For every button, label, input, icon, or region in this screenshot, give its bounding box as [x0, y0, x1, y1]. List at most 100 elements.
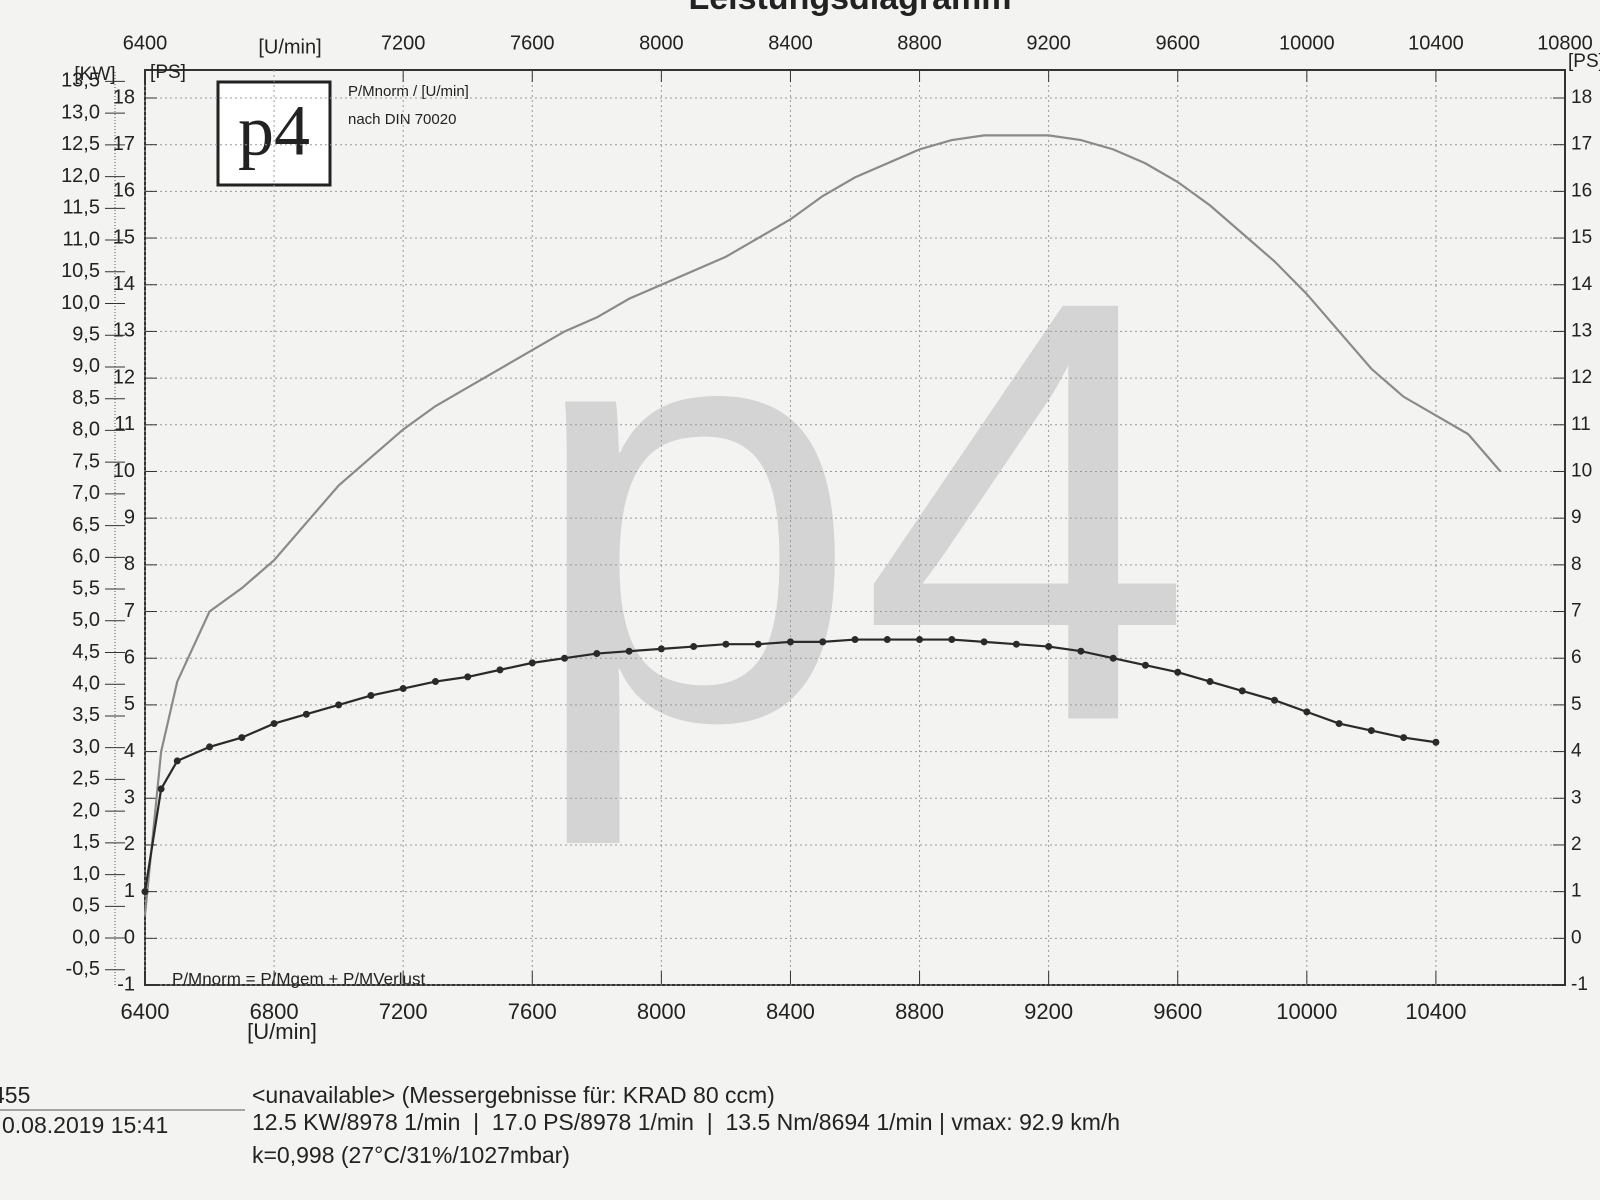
y-tick-label: 18 — [113, 86, 135, 108]
x2-tick-label: 6400 — [123, 32, 168, 54]
y-tick-label: 7 — [124, 600, 135, 622]
y2-tick-label: 6,5 — [72, 514, 100, 536]
y-tick-label: 13 — [113, 320, 135, 342]
series-point — [270, 720, 278, 728]
x-tick-label: 10000 — [1276, 999, 1337, 1024]
y-tick-label: 0 — [124, 927, 135, 949]
y2-tick-label: 10,5 — [61, 260, 100, 282]
y-tick-label-right: 8 — [1571, 554, 1582, 575]
y2-tick-label: 4,5 — [72, 641, 100, 663]
y2-tick-label: -0,5 — [66, 958, 100, 980]
y-tick-label: -1 — [117, 973, 135, 995]
footer-datetime: 0.08.2019 15:41 — [2, 1112, 168, 1138]
y2-tick-label: 0,0 — [72, 926, 100, 948]
series-point — [173, 757, 181, 765]
series-point — [819, 638, 827, 646]
y-tick-label-right: 1 — [1571, 881, 1582, 902]
x2-tick-label: 7200 — [381, 32, 426, 54]
x-tick-label: 8000 — [637, 999, 686, 1024]
y-tick-label: 14 — [113, 273, 135, 295]
y2-tick-label: 10,0 — [61, 292, 100, 314]
y2-tick-label: 4,0 — [72, 673, 100, 695]
y2-tick-label: 8,0 — [72, 419, 100, 441]
y2-tick-label: 8,5 — [72, 387, 100, 409]
y2-tick-label: 12,5 — [61, 133, 100, 155]
y-tick-label: 3 — [124, 787, 135, 809]
series-point — [980, 638, 988, 646]
footer-line: <unavailable> (Messergebnisse für: KRAD … — [252, 1082, 775, 1108]
x2-tick-label: 10800 — [1537, 32, 1593, 54]
y-tick-label: 11 — [114, 413, 135, 435]
y2-tick-label: 1,5 — [72, 831, 100, 853]
y2-axis-label: [KW] — [74, 64, 115, 85]
y2-tick-label: 5,5 — [72, 577, 100, 599]
y-tick-label-right: 11 — [1571, 414, 1591, 435]
series-point — [883, 636, 891, 644]
series-point — [1109, 654, 1117, 662]
series-point — [786, 638, 794, 646]
footer-line: k=0,998 (27°C/31%/1027mbar) — [252, 1142, 570, 1168]
x-tick-label: 6400 — [121, 999, 170, 1024]
y-tick-label: 9 — [124, 506, 135, 528]
series-point — [722, 640, 730, 648]
series-point — [1206, 678, 1214, 686]
x-tick-label: 8800 — [895, 999, 944, 1024]
y-tick-label: 2 — [124, 833, 135, 855]
y2-tick-label: 5,0 — [72, 609, 100, 631]
series-point — [1367, 727, 1375, 735]
y-tick-label: 6 — [124, 646, 135, 668]
series-point — [754, 640, 762, 648]
footer-line: 12.5 KW/8978 1/min | 17.0 PS/8978 1/min … — [252, 1109, 1120, 1135]
series-line — [143, 638, 1437, 892]
series-point — [657, 645, 665, 653]
y-axis-label: [PS] — [150, 62, 186, 83]
series-point — [948, 636, 956, 644]
series-point — [1335, 720, 1343, 728]
y-tick-label: 5 — [124, 693, 135, 715]
annotation: P/Mnorm / [U/min] — [348, 83, 469, 100]
y-tick-label: 17 — [113, 133, 135, 155]
y2-tick-label: 2,0 — [72, 799, 100, 821]
series-point — [431, 678, 439, 686]
y-tick-label-right: 0 — [1571, 927, 1582, 948]
series-point — [1012, 640, 1020, 648]
y-tick-label-right: 15 — [1571, 227, 1592, 248]
y2-tick-label: 6,0 — [72, 546, 100, 568]
x2-tick-label: 9600 — [1155, 32, 1200, 54]
x2-tick-label: 8000 — [639, 32, 684, 54]
y-tick-label-right: 14 — [1571, 274, 1593, 295]
y2-tick-label: 11,0 — [63, 228, 100, 250]
y-tick-label: 16 — [113, 180, 135, 202]
series-point — [1077, 647, 1085, 655]
y2-tick-label: 3,5 — [72, 704, 100, 726]
y2-tick-label: 9,5 — [72, 324, 100, 346]
y-tick-label-right: 16 — [1571, 180, 1592, 201]
series-point — [206, 743, 214, 751]
y-tick-label-right: 13 — [1571, 320, 1592, 341]
y2-tick-label: 0,5 — [72, 895, 100, 917]
y-tick-label-right: 4 — [1571, 741, 1582, 762]
series-point — [851, 636, 859, 644]
series-point — [593, 650, 601, 658]
series-point — [238, 734, 246, 742]
x-tick-label: 9600 — [1153, 999, 1202, 1024]
series-point — [302, 710, 310, 718]
series-point — [496, 666, 504, 674]
y-tick-label: 10 — [113, 460, 135, 482]
y-tick-label: 1 — [124, 880, 135, 902]
y-tick-label-right: -1 — [1571, 974, 1588, 995]
y-tick-label-right: 18 — [1571, 87, 1592, 108]
y-tick-label-right: 12 — [1571, 367, 1592, 388]
y-tick-label: 15 — [113, 226, 135, 248]
x-tick-label: 6800 — [250, 999, 299, 1024]
y-axis-label-right: [PS] — [1568, 51, 1600, 72]
y-tick-label: 8 — [124, 553, 135, 575]
y-tick-label-right: 9 — [1571, 507, 1582, 528]
y2-tick-label: 7,5 — [72, 450, 100, 472]
series-point — [690, 643, 698, 651]
y-tick-label-right: 3 — [1571, 787, 1582, 808]
y-tick-label-right: 6 — [1571, 647, 1582, 668]
series-point — [1432, 738, 1440, 746]
